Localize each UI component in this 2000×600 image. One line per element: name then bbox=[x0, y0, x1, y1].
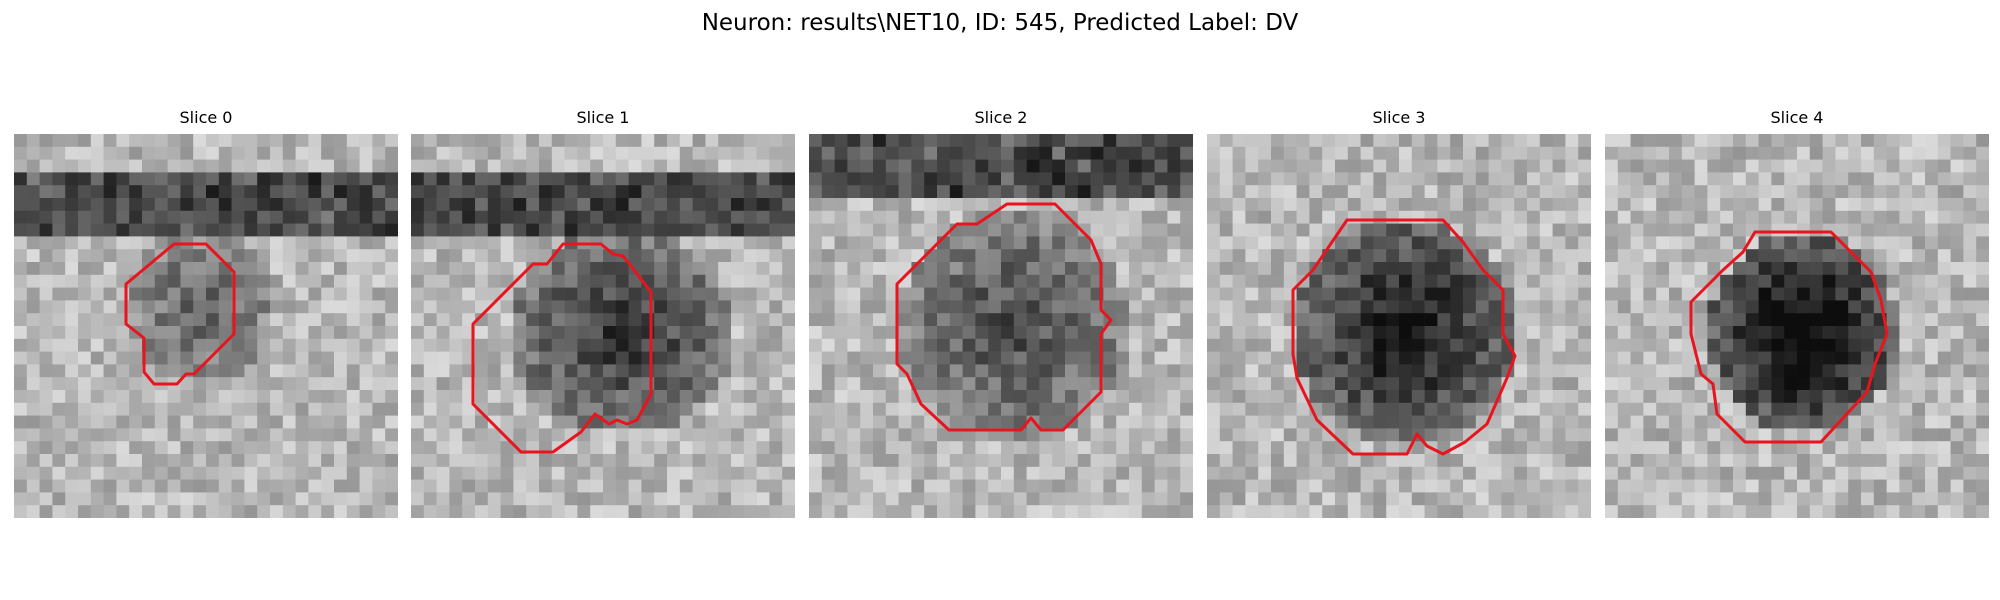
neuron-contour bbox=[1291, 218, 1517, 456]
neuron-contour bbox=[1689, 230, 1889, 444]
slice-title: Slice 2 bbox=[974, 108, 1028, 127]
slice-panel-0: Slice 0 bbox=[14, 108, 398, 518]
slice-image bbox=[14, 134, 398, 518]
grayscale-pixels bbox=[1605, 134, 1989, 518]
slice-title: Slice 4 bbox=[1770, 108, 1824, 127]
slice-image bbox=[1207, 134, 1591, 518]
neuron-contour bbox=[124, 242, 236, 386]
grayscale-pixels bbox=[411, 134, 795, 518]
slice-title: Slice 0 bbox=[179, 108, 233, 127]
slice-panel-3: Slice 3 bbox=[1207, 108, 1591, 518]
slice-panel-2: Slice 2 bbox=[809, 108, 1193, 518]
slice-title: Slice 3 bbox=[1372, 108, 1426, 127]
slice-panel-4: Slice 4 bbox=[1605, 108, 1989, 518]
slice-image bbox=[1605, 134, 1989, 518]
grayscale-pixels bbox=[809, 134, 1193, 518]
slice-title: Slice 1 bbox=[576, 108, 630, 127]
slice-image bbox=[809, 134, 1193, 518]
slice-panel-1: Slice 1 bbox=[411, 108, 795, 518]
grayscale-pixels bbox=[1207, 134, 1591, 518]
neuron-contour bbox=[895, 202, 1113, 432]
slice-image bbox=[411, 134, 795, 518]
grayscale-pixels bbox=[14, 134, 398, 518]
neuron-contour bbox=[471, 242, 653, 454]
figure-title: Neuron: results\NET10, ID: 545, Predicte… bbox=[701, 10, 1299, 36]
